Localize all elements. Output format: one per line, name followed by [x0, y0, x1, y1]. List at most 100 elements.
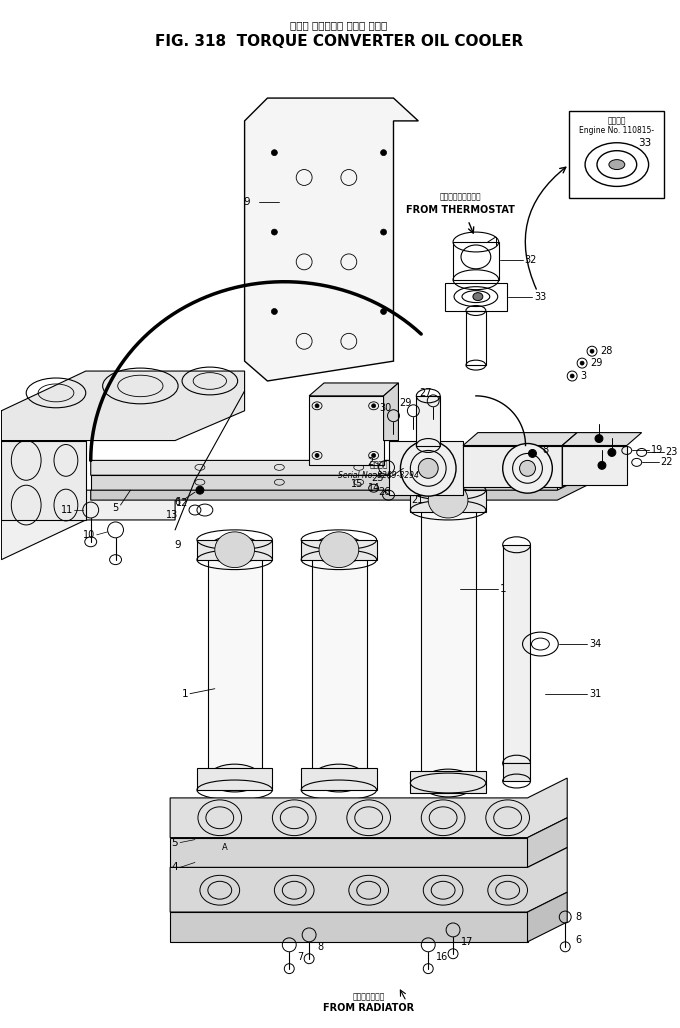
- Bar: [445, 283, 507, 310]
- Text: 27: 27: [419, 388, 432, 398]
- Ellipse shape: [428, 482, 468, 518]
- Text: 16: 16: [436, 952, 448, 962]
- Polygon shape: [562, 433, 577, 487]
- Polygon shape: [170, 838, 528, 868]
- Ellipse shape: [319, 531, 359, 567]
- Ellipse shape: [312, 536, 366, 563]
- Bar: [388, 441, 463, 495]
- Ellipse shape: [520, 461, 535, 476]
- Ellipse shape: [418, 458, 438, 478]
- Bar: [410, 771, 486, 793]
- Text: 9: 9: [175, 540, 182, 550]
- Ellipse shape: [215, 531, 254, 567]
- Polygon shape: [384, 383, 398, 441]
- Text: 10: 10: [84, 529, 96, 540]
- Text: 6: 6: [174, 498, 180, 507]
- Text: 25: 25: [371, 473, 384, 483]
- Polygon shape: [90, 475, 558, 490]
- Polygon shape: [90, 441, 597, 475]
- Text: ラジエータより: ラジエータより: [352, 992, 385, 1001]
- Polygon shape: [1, 411, 175, 559]
- Text: 23: 23: [666, 447, 678, 457]
- Text: 適用番号
Serial No. 8289-8294: 適用番号 Serial No. 8289-8294: [338, 461, 419, 480]
- Ellipse shape: [422, 769, 475, 797]
- Text: 15: 15: [352, 479, 364, 489]
- Text: 33: 33: [638, 138, 651, 148]
- Ellipse shape: [196, 486, 204, 494]
- Text: 3: 3: [580, 371, 586, 381]
- Polygon shape: [170, 847, 567, 912]
- Text: 33: 33: [534, 292, 547, 301]
- Polygon shape: [90, 471, 597, 500]
- Text: 5: 5: [171, 838, 178, 847]
- Bar: [197, 540, 273, 559]
- Text: 9: 9: [243, 197, 250, 208]
- Polygon shape: [245, 98, 418, 381]
- Text: Engine No. 110815-: Engine No. 110815-: [579, 126, 654, 136]
- Text: 22: 22: [660, 457, 673, 468]
- Text: 32: 32: [524, 255, 537, 265]
- Ellipse shape: [315, 404, 319, 408]
- Text: 31: 31: [589, 689, 601, 699]
- Text: 5: 5: [112, 503, 118, 513]
- Polygon shape: [309, 383, 398, 396]
- Ellipse shape: [271, 229, 277, 235]
- Text: サーモスタットより: サーモスタットより: [439, 193, 481, 201]
- Ellipse shape: [381, 150, 386, 155]
- Polygon shape: [1, 371, 245, 441]
- Bar: [453, 242, 498, 280]
- Text: 8: 8: [317, 942, 323, 952]
- Polygon shape: [170, 912, 528, 942]
- Ellipse shape: [401, 441, 456, 497]
- Ellipse shape: [473, 293, 483, 300]
- Text: 適用番号: 適用番号: [608, 116, 626, 125]
- Text: 26: 26: [378, 487, 390, 498]
- Bar: [208, 550, 262, 778]
- Ellipse shape: [381, 308, 386, 315]
- Text: FROM RADIATOR: FROM RADIATOR: [323, 1003, 414, 1014]
- Ellipse shape: [372, 453, 375, 457]
- Text: 8: 8: [543, 445, 549, 455]
- Bar: [197, 768, 273, 790]
- Bar: [416, 396, 440, 445]
- Ellipse shape: [271, 150, 277, 155]
- Ellipse shape: [381, 229, 386, 235]
- Bar: [1, 441, 86, 520]
- Polygon shape: [463, 433, 577, 445]
- Bar: [466, 310, 486, 365]
- Text: 7: 7: [297, 952, 303, 962]
- Ellipse shape: [580, 361, 584, 365]
- Ellipse shape: [208, 764, 262, 792]
- Text: FIG. 318  TORQUE CONVERTER OIL COOLER: FIG. 318 TORQUE CONVERTER OIL COOLER: [155, 34, 523, 49]
- Text: 28: 28: [600, 346, 613, 356]
- Ellipse shape: [590, 350, 594, 354]
- Polygon shape: [562, 433, 642, 445]
- Bar: [309, 396, 384, 466]
- Text: 4: 4: [171, 862, 178, 873]
- Text: 12: 12: [175, 499, 188, 508]
- Ellipse shape: [208, 536, 262, 563]
- Text: A: A: [222, 843, 228, 852]
- Ellipse shape: [571, 374, 574, 378]
- Bar: [463, 445, 562, 487]
- Text: 13: 13: [166, 510, 178, 520]
- Bar: [410, 490, 486, 512]
- Text: 30: 30: [379, 403, 392, 413]
- Ellipse shape: [595, 435, 603, 442]
- Ellipse shape: [609, 159, 625, 170]
- Text: 19: 19: [651, 445, 663, 455]
- Ellipse shape: [598, 462, 606, 470]
- Polygon shape: [528, 892, 567, 942]
- Text: 1: 1: [500, 585, 507, 594]
- Polygon shape: [528, 817, 567, 868]
- Text: 34: 34: [589, 639, 601, 649]
- Ellipse shape: [422, 486, 475, 514]
- Text: 6: 6: [575, 934, 581, 945]
- Text: 2: 2: [367, 457, 373, 468]
- Ellipse shape: [608, 448, 616, 456]
- Bar: [312, 550, 367, 778]
- Bar: [503, 545, 530, 763]
- Text: 21: 21: [411, 495, 423, 505]
- Ellipse shape: [528, 449, 537, 457]
- Ellipse shape: [312, 764, 366, 792]
